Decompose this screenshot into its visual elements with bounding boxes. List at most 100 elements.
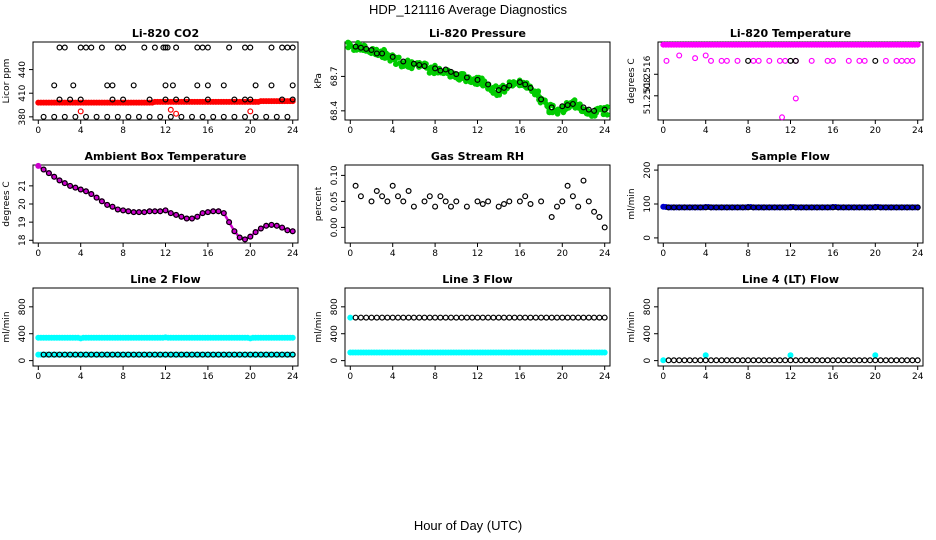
data-point bbox=[872, 57, 879, 64]
data-point bbox=[898, 57, 905, 64]
data-point bbox=[289, 82, 296, 89]
data-point bbox=[77, 186, 84, 193]
data-point bbox=[697, 357, 704, 364]
data-point bbox=[432, 65, 439, 72]
data-point bbox=[787, 352, 794, 359]
data-point bbox=[569, 314, 576, 321]
series-line bbox=[37, 164, 293, 241]
x-tick-label: 12 bbox=[472, 249, 483, 259]
y-tick-label: 68.7 bbox=[330, 66, 340, 86]
data-point bbox=[114, 44, 121, 51]
series-3 bbox=[40, 44, 296, 120]
data-point bbox=[559, 198, 566, 205]
data-point bbox=[458, 314, 465, 321]
data-point bbox=[538, 198, 545, 205]
data-point bbox=[882, 57, 889, 64]
data-point bbox=[792, 95, 799, 102]
x-tick-label: 20 bbox=[870, 126, 882, 136]
data-point bbox=[527, 84, 534, 91]
data-point bbox=[442, 314, 449, 321]
data-point bbox=[289, 334, 296, 341]
y-axis-label: percent bbox=[314, 186, 324, 221]
data-point bbox=[220, 82, 227, 89]
x-tick-label: 16 bbox=[827, 249, 839, 259]
data-point bbox=[490, 314, 497, 321]
data-point bbox=[162, 96, 169, 103]
x-tick-label: 0 bbox=[347, 249, 353, 259]
data-point bbox=[760, 357, 767, 364]
data-point bbox=[194, 82, 201, 89]
data-point bbox=[723, 357, 730, 364]
series-2 bbox=[352, 177, 608, 231]
data-point bbox=[268, 82, 275, 89]
data-point bbox=[289, 44, 296, 51]
data-point bbox=[548, 314, 555, 321]
data-point bbox=[787, 57, 794, 64]
data-point bbox=[569, 193, 576, 200]
data-point bbox=[157, 208, 164, 215]
series-1 bbox=[347, 349, 608, 356]
series-2 bbox=[77, 106, 254, 117]
data-point bbox=[247, 108, 254, 115]
y-tick-label: 0.05 bbox=[330, 191, 340, 211]
data-point bbox=[893, 357, 900, 364]
x-tick-label: 20 bbox=[245, 372, 257, 382]
data-point bbox=[368, 198, 375, 205]
y-tick-label: 0 bbox=[330, 357, 340, 363]
data-point bbox=[67, 96, 74, 103]
data-point bbox=[522, 314, 529, 321]
data-point bbox=[284, 44, 291, 51]
data-point bbox=[779, 114, 786, 121]
data-point bbox=[824, 357, 831, 364]
data-point bbox=[226, 219, 233, 226]
data-point bbox=[729, 357, 736, 364]
data-point bbox=[426, 314, 433, 321]
x-tick-label: 0 bbox=[35, 126, 41, 136]
data-point bbox=[750, 57, 757, 64]
data-point bbox=[448, 203, 455, 210]
x-tick-label: 16 bbox=[827, 126, 839, 136]
data-point bbox=[405, 188, 412, 195]
data-point bbox=[82, 44, 89, 51]
data-point bbox=[546, 109, 552, 116]
data-point bbox=[252, 229, 259, 236]
data-point bbox=[162, 207, 169, 214]
data-point bbox=[803, 357, 810, 364]
data-point bbox=[755, 357, 762, 364]
x-tick-label: 16 bbox=[202, 372, 214, 382]
data-point bbox=[702, 357, 709, 364]
data-point bbox=[702, 52, 709, 59]
data-point bbox=[909, 357, 916, 364]
data-point bbox=[676, 52, 683, 59]
y-tick-label: 19 bbox=[18, 216, 28, 228]
data-point bbox=[893, 57, 900, 64]
data-point bbox=[373, 314, 380, 321]
data-point bbox=[485, 198, 492, 205]
data-point bbox=[522, 81, 529, 88]
x-tick-label: 12 bbox=[785, 249, 796, 259]
data-point bbox=[591, 208, 598, 215]
y-tick-label: 800 bbox=[18, 298, 28, 315]
x-tick-label: 0 bbox=[347, 372, 353, 382]
data-point bbox=[273, 222, 280, 229]
data-point bbox=[231, 228, 238, 235]
data-point bbox=[204, 209, 211, 216]
data-point bbox=[755, 57, 762, 64]
data-point bbox=[164, 44, 171, 51]
data-point bbox=[247, 96, 254, 103]
data-point bbox=[601, 314, 608, 321]
data-point bbox=[808, 57, 815, 64]
data-point bbox=[120, 96, 127, 103]
data-point bbox=[692, 357, 699, 364]
x-tick-label: 4 bbox=[78, 249, 84, 259]
x-tick-label: 24 bbox=[912, 249, 924, 259]
data-point bbox=[289, 98, 296, 105]
x-tick-label: 24 bbox=[912, 372, 924, 382]
x-tick-label: 0 bbox=[35, 249, 41, 259]
data-point bbox=[856, 57, 863, 64]
data-point bbox=[829, 57, 836, 64]
data-point bbox=[263, 222, 270, 229]
x-tick-label: 24 bbox=[599, 249, 611, 259]
x-tick-label: 4 bbox=[78, 372, 84, 382]
data-point bbox=[368, 314, 375, 321]
